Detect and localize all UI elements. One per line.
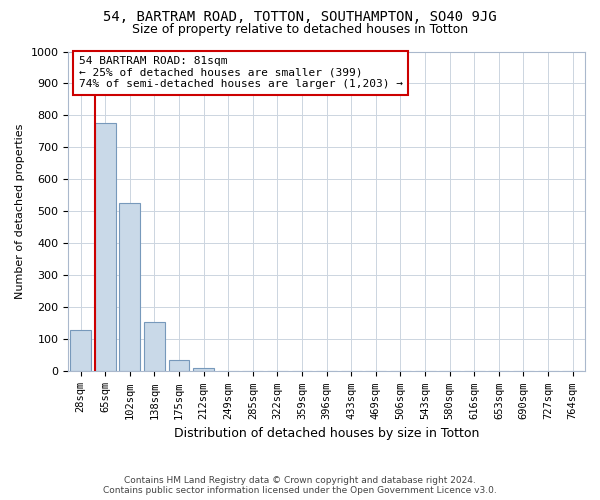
X-axis label: Distribution of detached houses by size in Totton: Distribution of detached houses by size …: [174, 427, 479, 440]
Y-axis label: Number of detached properties: Number of detached properties: [15, 124, 25, 299]
Text: Size of property relative to detached houses in Totton: Size of property relative to detached ho…: [132, 22, 468, 36]
Bar: [169, 360, 190, 372]
Bar: [119, 204, 140, 372]
Text: 54, BARTRAM ROAD, TOTTON, SOUTHAMPTON, SO40 9JG: 54, BARTRAM ROAD, TOTTON, SOUTHAMPTON, S…: [103, 10, 497, 24]
Bar: [70, 330, 91, 372]
Bar: [144, 322, 165, 372]
Bar: [95, 122, 116, 372]
Bar: [193, 368, 214, 372]
Text: 54 BARTRAM ROAD: 81sqm
← 25% of detached houses are smaller (399)
74% of semi-de: 54 BARTRAM ROAD: 81sqm ← 25% of detached…: [79, 56, 403, 90]
Text: Contains HM Land Registry data © Crown copyright and database right 2024.
Contai: Contains HM Land Registry data © Crown c…: [103, 476, 497, 495]
